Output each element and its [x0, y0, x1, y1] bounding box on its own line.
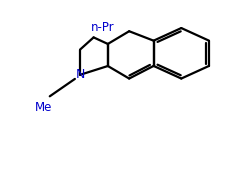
Text: n-Pr: n-Pr [91, 21, 115, 34]
Text: N: N [75, 68, 85, 81]
Text: Me: Me [35, 101, 53, 114]
